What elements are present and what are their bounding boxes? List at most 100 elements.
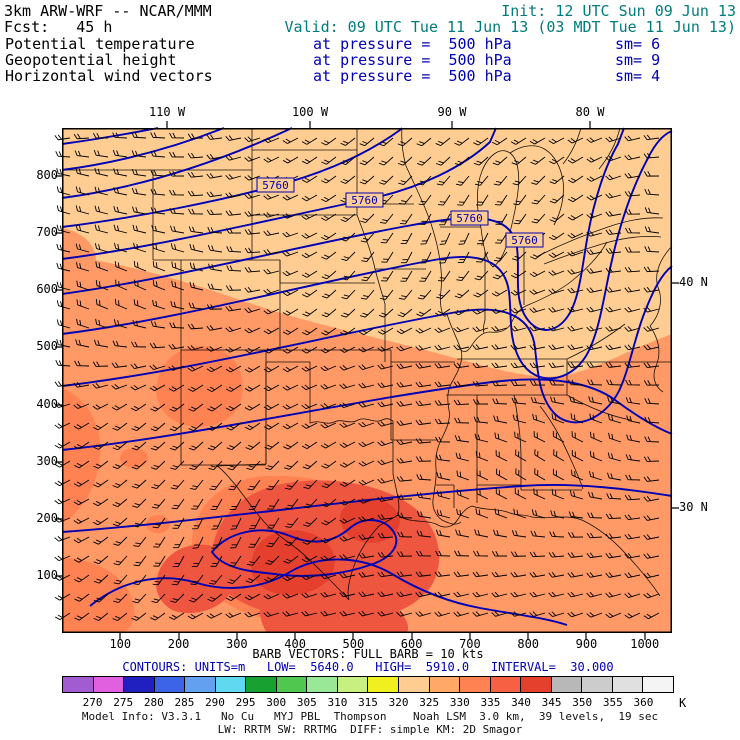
map-canvas: 5760 5760 5760 5760 [54, 121, 679, 640]
time-row: Fcst: 45 h Valid: 09 UTC Tue 11 Jun 13 (… [0, 19, 740, 36]
colorbar-tick: 325 [419, 696, 440, 709]
colorbar-tick: 315 [358, 696, 378, 709]
field-name: Horizontal wind vectors [5, 67, 213, 85]
field-level: at pressure = 500 hPa [313, 35, 512, 53]
colorbar-cell [245, 677, 276, 692]
colorbar-tick: 305 [296, 696, 317, 709]
y-axis-tick: 800 [36, 168, 58, 182]
colorbar-tick: 280 [143, 696, 164, 709]
colorbar-tick: 285 [174, 696, 195, 709]
latitude-tick: 40 N [679, 275, 708, 289]
longitude-tick: 100 W [291, 105, 329, 119]
contour-label-box: 5760 [505, 232, 544, 248]
field-name: Potential temperature [5, 35, 195, 53]
y-axis-tick: 700 [36, 225, 58, 240]
colorbar-tick: 320 [388, 696, 409, 709]
contour-label: 5760 [456, 212, 483, 225]
axis-ticks [55, 121, 679, 640]
x-axis-tick: 800 [517, 637, 540, 651]
init-time: Init: 12 UTC Sun 09 Jun 13 [501, 2, 736, 20]
colorbar-cell [153, 677, 185, 692]
field-smoothing: sm= 4 [615, 67, 661, 85]
contour-label-box: 5760 [450, 210, 489, 226]
map-plot-area: 5760 5760 5760 5760 [54, 121, 679, 640]
colorbar-tick: 275 [113, 696, 134, 709]
longitude-tick: 80 W [575, 105, 605, 119]
contour-label-box: 5760 [256, 177, 295, 193]
contour-label: 5760 [351, 194, 378, 207]
y-axis-tick: 100 [36, 567, 58, 582]
x-axis-tick: 200 [167, 637, 190, 651]
colorbar-tick: 290 [205, 696, 225, 709]
field-row-3: Horizontal wind vectors at pressure = 50… [0, 68, 740, 85]
colorbar-unit: K [679, 696, 687, 710]
colorbar-cell [184, 677, 215, 692]
colorbar-tick: 335 [480, 696, 501, 709]
x-axis-tick: 500 [342, 637, 365, 651]
x-axis-tick: 600 [400, 637, 423, 651]
x-axis-tick: 300 [225, 637, 248, 651]
colorbar-tick: 270 [82, 696, 103, 709]
model-info-line: Model Info: V3.3.1 No Cu MYJ PBL Thompso… [81, 710, 659, 723]
colorbar-cell [428, 677, 460, 692]
contour-label-group: 5760 5760 5760 5760 [256, 177, 544, 248]
field-level: at pressure = 500 hPa [313, 51, 512, 69]
field-row-1: Potential temperature at pressure = 500 … [0, 36, 740, 53]
colorbar-cell [489, 677, 521, 692]
colorbar-tick: 295 [235, 696, 256, 709]
colorbar [62, 676, 674, 693]
y-axis-tick: 400 [36, 396, 58, 411]
x-axis-tick: 700 [459, 637, 481, 651]
colorbar-cell [459, 677, 490, 692]
colorbar-cell [642, 677, 673, 692]
longitude-tick: 90 W [437, 105, 467, 119]
colorbar-tick: 345 [541, 696, 562, 709]
x-axis-tick: 100 [109, 637, 132, 651]
colorbar-cell [63, 677, 93, 692]
colorbar-cell [306, 677, 337, 692]
x-axis-tick: 400 [284, 637, 306, 651]
x-axis-tick: 900 [575, 637, 598, 651]
contour-caption: CONTOURS: UNITS=m LOW= 5640.0 HIGH= 5910… [122, 660, 614, 674]
contour-label-box: 5760 [345, 192, 384, 208]
colorbar-cell [581, 677, 612, 692]
longitude-tick: 110 W [148, 105, 186, 119]
y-axis-tick: 300 [36, 453, 58, 468]
field-row-2: Geopotential height at pressure = 500 hP… [0, 52, 740, 69]
colorbar-cell [550, 677, 582, 692]
colorbar-tick: 340 [511, 696, 531, 709]
barb-caption: BARB VECTORS: FULL BARB = 10 kts [252, 647, 484, 661]
colorbar-cell [398, 677, 429, 692]
contour-label: 5760 [511, 234, 538, 247]
x-axis-tick: 1000 [630, 637, 660, 651]
field-smoothing: sm= 6 [615, 35, 661, 53]
map-frame [55, 121, 679, 640]
y-axis-tick: 500 [36, 339, 58, 354]
y-axis-tick: 200 [36, 510, 58, 525]
colorbar-tick: 360 [633, 696, 654, 709]
colorbar-cell [275, 677, 307, 692]
colorbar-cell [336, 677, 368, 692]
colorbar-cell [520, 677, 551, 692]
y-axis-tick: 600 [36, 282, 58, 297]
field-name: Geopotential height [5, 51, 177, 69]
title-row: 3km ARW-WRF -- NCAR/MMM Init: 12 UTC Sun… [0, 3, 740, 20]
field-level: at pressure = 500 hPa [313, 67, 512, 85]
valid-time: Valid: 09 UTC Tue 11 Jun 13 (03 MDT Tue … [284, 18, 736, 36]
colorbar-tick: 350 [572, 696, 593, 709]
state-borders-layer [62, 127, 673, 601]
forecast-hour: Fcst: 45 h [4, 18, 113, 36]
colorbar-cell [214, 677, 246, 692]
colorbar-cell [611, 677, 643, 692]
field-smoothing: sm= 9 [615, 51, 661, 69]
contour-label: 5760 [262, 179, 289, 192]
colorbar-cell [367, 677, 399, 692]
colorbar-tick: 355 [602, 696, 623, 709]
colorbar-tick: 330 [449, 696, 470, 709]
model-title: 3km ARW-WRF -- NCAR/MMM [4, 2, 212, 20]
colorbar-cell [123, 677, 154, 692]
colorbar-tick: 310 [327, 696, 348, 709]
latitude-tick: 30 N [679, 500, 708, 514]
colorbar-cell [92, 677, 124, 692]
